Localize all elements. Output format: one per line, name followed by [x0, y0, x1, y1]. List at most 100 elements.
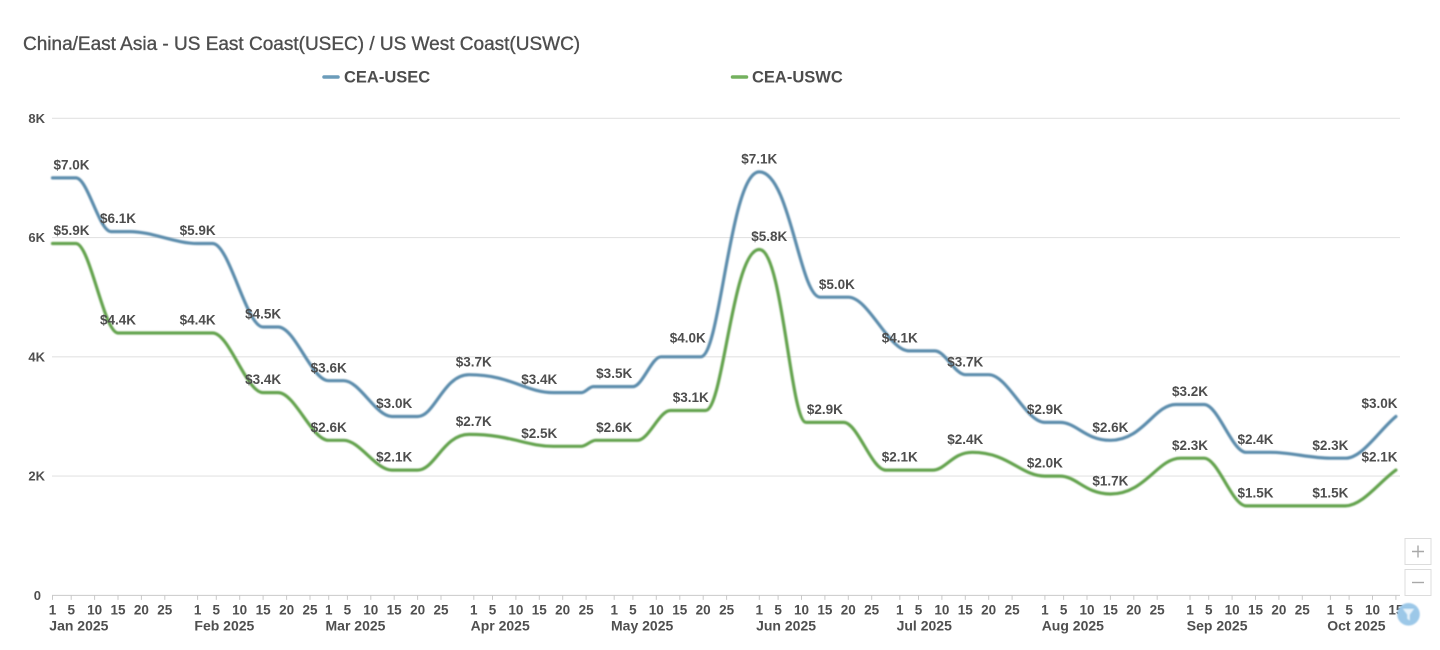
svg-text:25: 25 [1005, 602, 1021, 617]
svg-text:Jun 2025: Jun 2025 [756, 618, 816, 634]
svg-text:8K: 8K [28, 111, 45, 126]
svg-text:1: 1 [610, 602, 618, 617]
svg-text:6K: 6K [28, 230, 45, 245]
svg-text:Oct 2025: Oct 2025 [1327, 618, 1386, 634]
svg-text:$7.0K: $7.0K [53, 158, 89, 173]
svg-text:1: 1 [1041, 602, 1049, 617]
svg-text:5: 5 [774, 602, 782, 617]
svg-text:Aug 2025: Aug 2025 [1042, 618, 1104, 634]
svg-text:$2.4K: $2.4K [947, 432, 983, 447]
svg-text:10: 10 [363, 602, 378, 617]
svg-text:Sep 2025: Sep 2025 [1187, 618, 1248, 634]
svg-text:$3.7K: $3.7K [456, 354, 492, 369]
svg-text:10: 10 [794, 602, 809, 617]
svg-text:5: 5 [67, 602, 75, 617]
svg-text:$2.3K: $2.3K [1172, 438, 1208, 453]
svg-text:10: 10 [508, 602, 523, 617]
svg-text:$3.6K: $3.6K [311, 360, 347, 375]
svg-text:$4.4K: $4.4K [100, 313, 136, 328]
svg-text:$3.5K: $3.5K [596, 366, 632, 381]
svg-text:5: 5 [213, 602, 221, 617]
svg-text:$5.0K: $5.0K [819, 277, 855, 292]
svg-text:10: 10 [1079, 602, 1094, 617]
svg-text:CEA-USWC: CEA-USWC [752, 69, 843, 87]
svg-text:20: 20 [981, 602, 996, 617]
svg-text:$5.9K: $5.9K [53, 223, 89, 238]
svg-text:1: 1 [194, 602, 202, 617]
svg-text:15: 15 [1103, 602, 1119, 617]
svg-text:25: 25 [579, 602, 595, 617]
svg-text:5: 5 [1205, 602, 1213, 617]
svg-text:10: 10 [1365, 602, 1380, 617]
svg-text:$2.9K: $2.9K [807, 402, 843, 417]
svg-text:May 2025: May 2025 [611, 618, 673, 634]
svg-text:10: 10 [87, 602, 102, 617]
svg-text:25: 25 [302, 602, 318, 617]
svg-text:5: 5 [915, 602, 923, 617]
svg-text:25: 25 [433, 602, 449, 617]
svg-text:20: 20 [555, 602, 570, 617]
svg-text:CEA-USEC: CEA-USEC [344, 69, 430, 87]
svg-text:$2.3K: $2.3K [1312, 438, 1348, 453]
svg-text:25: 25 [719, 602, 735, 617]
svg-text:15: 15 [1248, 602, 1264, 617]
svg-text:25: 25 [1295, 602, 1311, 617]
svg-text:$2.1K: $2.1K [1361, 450, 1397, 465]
svg-text:20: 20 [279, 602, 294, 617]
svg-text:1: 1 [1186, 602, 1194, 617]
svg-text:$1.5K: $1.5K [1237, 486, 1273, 501]
svg-text:$4.1K: $4.1K [882, 331, 918, 346]
svg-text:25: 25 [1150, 602, 1166, 617]
svg-text:25: 25 [864, 602, 880, 617]
svg-text:$2.0K: $2.0K [1027, 456, 1063, 471]
svg-text:20: 20 [696, 602, 711, 617]
svg-text:20: 20 [410, 602, 425, 617]
svg-text:$2.6K: $2.6K [1092, 420, 1128, 435]
svg-text:$3.0K: $3.0K [376, 396, 412, 411]
svg-text:$5.9K: $5.9K [180, 223, 216, 238]
svg-text:10: 10 [232, 602, 247, 617]
svg-text:15: 15 [958, 602, 974, 617]
svg-text:Jan 2025: Jan 2025 [49, 618, 108, 634]
svg-text:15: 15 [672, 602, 688, 617]
svg-text:20: 20 [841, 602, 856, 617]
svg-text:15: 15 [817, 602, 833, 617]
svg-text:Feb 2025: Feb 2025 [194, 618, 254, 634]
svg-text:4K: 4K [28, 349, 45, 364]
svg-text:$2.1K: $2.1K [376, 450, 412, 465]
svg-text:5: 5 [344, 602, 352, 617]
svg-text:20: 20 [1126, 602, 1141, 617]
svg-text:1: 1 [470, 602, 478, 617]
svg-text:$6.1K: $6.1K [100, 211, 136, 226]
svg-text:5: 5 [1060, 602, 1068, 617]
svg-text:$3.0K: $3.0K [1361, 396, 1397, 411]
svg-text:Jul 2025: Jul 2025 [897, 618, 952, 634]
svg-text:$2.1K: $2.1K [882, 450, 918, 465]
svg-text:0: 0 [34, 588, 41, 603]
svg-text:China/East Asia - US East Coas: China/East Asia - US East Coast(USEC) / … [23, 34, 580, 55]
svg-text:$3.4K: $3.4K [245, 372, 281, 387]
svg-text:$2.9K: $2.9K [1027, 402, 1063, 417]
svg-text:15: 15 [256, 602, 272, 617]
svg-text:5: 5 [629, 602, 637, 617]
svg-text:20: 20 [134, 602, 149, 617]
svg-text:$5.8K: $5.8K [751, 229, 787, 244]
svg-text:10: 10 [649, 602, 664, 617]
svg-text:1: 1 [1327, 602, 1335, 617]
svg-text:$4.0K: $4.0K [670, 330, 706, 345]
svg-text:1: 1 [325, 602, 333, 617]
svg-text:25: 25 [157, 602, 173, 617]
svg-text:$2.6K: $2.6K [596, 420, 632, 435]
svg-text:$4.4K: $4.4K [180, 313, 216, 328]
svg-text:$2.4K: $2.4K [1237, 432, 1273, 447]
svg-text:15: 15 [110, 602, 126, 617]
svg-text:20: 20 [1271, 602, 1286, 617]
svg-text:$3.4K: $3.4K [521, 372, 557, 387]
svg-text:5: 5 [1345, 602, 1353, 617]
svg-text:$3.7K: $3.7K [947, 354, 983, 369]
svg-text:$2.5K: $2.5K [521, 426, 557, 441]
svg-text:$1.5K: $1.5K [1312, 486, 1348, 501]
svg-text:$7.1K: $7.1K [741, 152, 777, 167]
svg-text:15: 15 [532, 602, 548, 617]
svg-text:$1.7K: $1.7K [1092, 474, 1128, 489]
